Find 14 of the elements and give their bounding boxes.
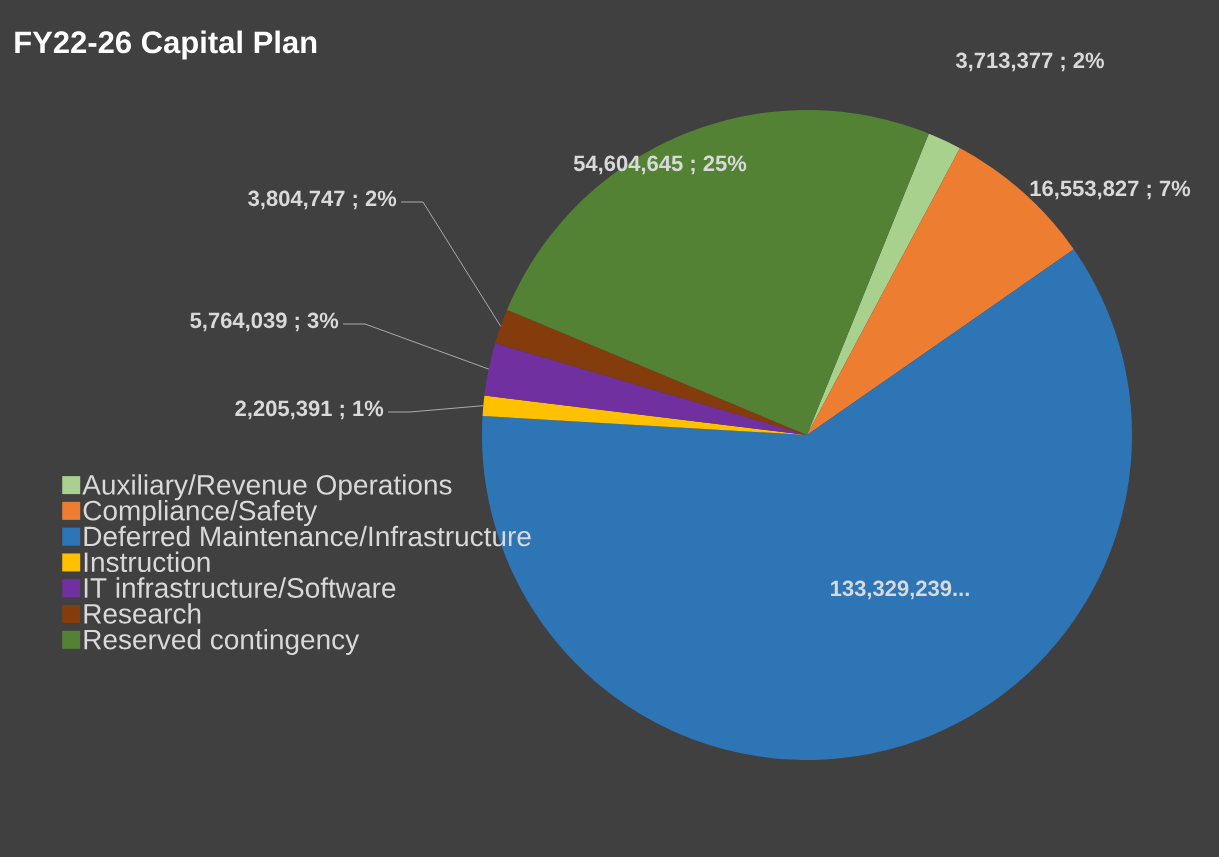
legend-label: IT infrastructure/Software [84,577,396,598]
data-label: 133,329,239... [831,580,969,600]
data-label: 5,764,039 ; 3% [190,312,339,332]
chart-title: FY22-26 Capital Plan [15,30,317,60]
legend-label: Research [84,603,201,624]
legend-label: Auxiliary/Revenue Operations [82,474,452,501]
legend-label: Reserved contingency [84,628,360,656]
data-label: 54,604,645 ; 25% [573,155,747,175]
data-label: 16,553,827 ; 7% [1030,180,1191,200]
legend-label: Compliance/Safety [83,499,318,527]
legend-label: Instruction [84,551,210,573]
data-label: 3,713,377 ; 2% [955,52,1104,72]
data-label: 2,205,391 ; 1% [235,400,384,420]
data-label: 3,804,747 ; 2% [248,190,397,210]
